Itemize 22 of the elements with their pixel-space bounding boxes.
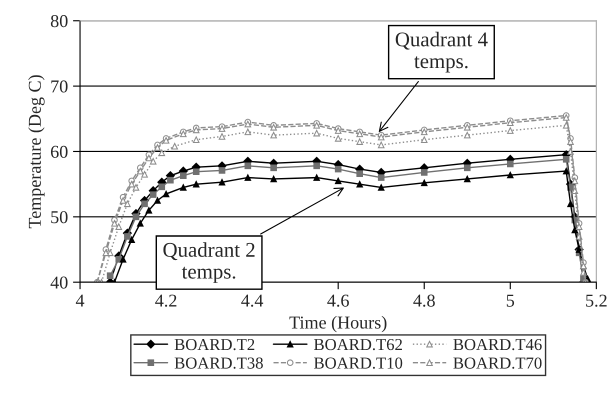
x-axis-title: Time (Hours)	[289, 316, 386, 332]
y-tick-label: 80	[50, 15, 68, 28]
y-tick-label: 50	[51, 211, 68, 224]
x-tick-label: 4.6	[327, 294, 349, 307]
x-tick-label: 5.2	[586, 294, 607, 307]
x-tick-label: 5	[506, 294, 514, 307]
x-tick-label: 4.2	[155, 294, 176, 307]
legend-label: BOARD.T2	[174, 338, 254, 350]
y-tick-label: 70	[51, 80, 68, 93]
annotation: Quadrant 4 temps.	[396, 32, 488, 72]
legend-label: BOARD.T46	[453, 338, 542, 350]
y-tick-label: 40	[50, 276, 68, 289]
x-tick-label: 4.8	[413, 294, 435, 307]
x-tick-label: 4.4	[241, 294, 264, 307]
legend-label: BOARD.T70	[453, 357, 542, 369]
y-tick-label: 60	[50, 146, 68, 158]
legend-label: BOARD.T62	[314, 338, 402, 350]
annotation: Quadrant 2 temps.	[163, 242, 255, 283]
y-axis-title: Temperature (Deg C)	[28, 75, 45, 228]
legend-label: BOARD.T10	[314, 357, 402, 369]
x-tick-label: 4	[76, 294, 84, 307]
legend-label: BOARD.T38	[174, 357, 263, 369]
